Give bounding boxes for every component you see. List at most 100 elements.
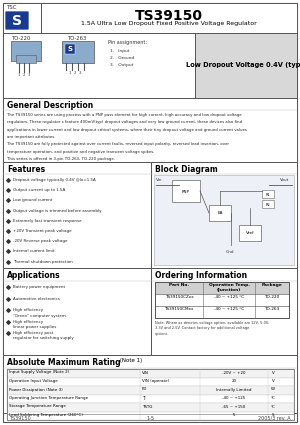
Text: TJ: TJ [142,396,146,400]
Text: High efficiency: High efficiency [13,308,43,312]
Text: W: W [271,388,275,391]
Text: -20V Reverse peak voltage: -20V Reverse peak voltage [13,239,68,243]
Text: TO-220: TO-220 [12,36,32,41]
Text: Low Dropout Voltage 0.4V (typ.): Low Dropout Voltage 0.4V (typ.) [186,62,300,68]
Text: General Description: General Description [7,101,93,110]
Bar [209,205,231,221]
Text: 5: 5 [233,413,235,417]
Text: V: V [272,371,274,374]
Text: +20V Transient peak voltage: +20V Transient peak voltage [13,229,72,233]
Bar [7,369,294,420]
Bar [195,33,297,98]
Text: (Note 1): (Note 1) [118,358,142,363]
Bar [262,200,274,208]
Bar [7,403,294,411]
Text: options.: options. [155,332,169,336]
Text: Low ground current: Low ground current [13,198,52,202]
Bar [7,377,294,386]
Text: 2.   Ground: 2. Ground [110,56,134,60]
Text: Operation Temp.: Operation Temp. [208,283,249,287]
Text: S: S [272,413,274,417]
Text: Operation Input Voltage: Operation Input Voltage [9,379,58,383]
Text: -65 ~ +150: -65 ~ +150 [222,405,246,408]
Text: regulator for switching supply: regulator for switching supply [13,337,74,340]
Text: S: S [12,14,22,28]
Text: Block Diagram: Block Diagram [155,165,218,174]
Text: 1  2  3: 1 2 3 [18,73,30,77]
Text: TO-263: TO-263 [68,36,87,41]
Text: temperature operation, and positive and negative transient voltage spikes.: temperature operation, and positive and … [7,150,154,153]
Bar [151,268,297,355]
Text: V: V [272,379,274,383]
Bar [3,3,41,33]
Bar [65,44,75,54]
Text: R2: R2 [266,203,270,207]
Bar [3,268,151,355]
Text: PD: PD [142,388,147,391]
Text: TSTG: TSTG [142,405,152,408]
Bar [11,41,41,61]
Text: Vout: Vout [280,178,289,182]
Text: Gnd: Gnd [226,250,235,254]
Text: Output voltage is trimmed before assembly: Output voltage is trimmed before assembl… [13,209,101,212]
Bar [155,294,289,306]
Text: High efficiency post: High efficiency post [13,331,53,335]
Text: -40 ~ +125: -40 ~ +125 [222,396,246,400]
Bar [7,411,294,420]
Text: TS39150: TS39150 [9,416,31,421]
Bar [7,369,294,377]
Text: The TS39150 series are using process with a PNP pass element for high current, h: The TS39150 series are using process wit… [7,113,242,117]
Text: Part No.: Part No. [169,283,189,287]
Text: Note: Where xx denotes voltage option, available are 12V, 5.0V,: Note: Where xx denotes voltage option, a… [155,321,269,325]
Text: PNP: PNP [182,190,190,194]
Bar [155,282,289,318]
Bar [7,394,294,403]
Text: Dropout voltage typically 0.4V @Io=1.5A: Dropout voltage typically 0.4V @Io=1.5A [13,178,96,182]
Text: This series is offered in 3-pin TO-263, TO-220 package.: This series is offered in 3-pin TO-263, … [7,157,115,161]
Bar [151,162,297,268]
Text: VIN (operate): VIN (operate) [142,379,169,383]
Text: -40 ~ +125 °C: -40 ~ +125 °C [214,307,244,311]
Text: TSC: TSC [6,5,16,10]
Bar [3,98,297,162]
Text: R1: R1 [266,193,270,197]
Text: Internally Limited: Internally Limited [216,388,252,391]
Text: Input Supply Voltage (Note 2): Input Supply Voltage (Note 2) [9,371,69,374]
Text: TS39150CMxx: TS39150CMxx [164,307,194,311]
Text: 1-5: 1-5 [146,416,154,421]
Text: High efficiency: High efficiency [13,320,43,323]
Text: Lead Soldering Temperature (260°C): Lead Soldering Temperature (260°C) [9,413,83,417]
Text: "Green" computer system: "Green" computer system [13,314,66,317]
Text: 1.5A Ultra Low Dropout Fixed Positive Voltage Regulator: 1.5A Ultra Low Dropout Fixed Positive Vo… [81,21,257,26]
Bar [172,180,200,202]
Text: Vref: Vref [246,231,254,235]
Text: The TS39150 are fully protected against over current faults, reversed input pola: The TS39150 are fully protected against … [7,142,229,146]
Bar [262,190,274,198]
Text: Vin: Vin [156,178,163,182]
Text: 1  2  3: 1 2 3 [69,71,81,75]
Text: °C: °C [271,405,275,408]
Bar [155,282,289,294]
Text: -40 ~ +125 °C: -40 ~ +125 °C [214,295,244,299]
Text: linear power supplies: linear power supplies [13,325,56,329]
Text: Battery power equipment: Battery power equipment [13,285,65,289]
Bar [3,162,151,268]
Bar [16,55,36,63]
Bar [154,175,294,265]
Text: -20V ~ +20: -20V ~ +20 [222,371,246,374]
Bar [7,386,294,394]
Text: Power Dissipation (Note 3): Power Dissipation (Note 3) [9,388,63,391]
Text: Output current up to 1.5A: Output current up to 1.5A [13,188,65,192]
Text: Storage Temperature Range: Storage Temperature Range [9,405,66,408]
Text: 3.   Output: 3. Output [110,63,134,67]
Text: Ordering Information: Ordering Information [155,271,247,280]
Text: Package: Package [262,283,282,287]
Text: TS39150CZxx: TS39150CZxx [165,295,194,299]
Text: Operating Junction Temperature Range: Operating Junction Temperature Range [9,396,88,400]
Bar [62,41,94,63]
Bar [3,33,195,98]
FancyBboxPatch shape [5,11,29,30]
Text: VIN: VIN [142,371,149,374]
Text: Applications: Applications [7,271,61,280]
Text: TO-220: TO-220 [264,295,280,299]
